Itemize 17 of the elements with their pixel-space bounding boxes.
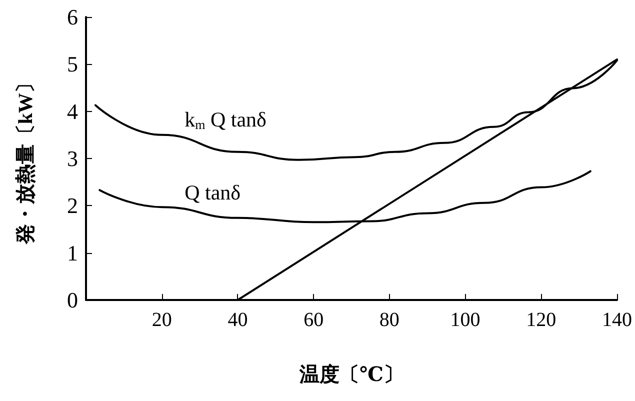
x-tick-label: 80 [379, 309, 400, 331]
x-tick-label: 100 [450, 309, 480, 331]
y-tick-label: 3 [67, 146, 78, 171]
y-tick-label: 0 [67, 288, 78, 312]
y-axis-title: 発・放熱量〔kW〕 [15, 72, 37, 246]
y-tick-label: 1 [67, 240, 78, 266]
series-label: Q tanδ [184, 180, 241, 205]
x-axis-title: 温度〔℃〕 [298, 363, 404, 386]
x-tick-label: 60 [304, 309, 324, 331]
x-tick-label: 20 [152, 309, 172, 331]
y-tick-label: 5 [67, 52, 78, 77]
y-tick-label: 6 [67, 4, 78, 30]
y-tick-label: 2 [67, 193, 78, 218]
x-tick-label: 140 [602, 309, 632, 331]
y-tick-label: 4 [67, 98, 78, 124]
x-tick-label: 40 [228, 309, 248, 331]
x-tick-label: 120 [526, 309, 556, 331]
